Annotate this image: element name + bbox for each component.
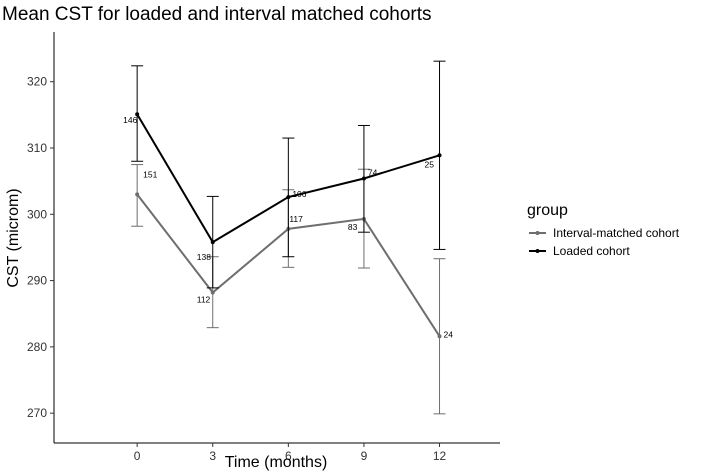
data-point — [286, 195, 291, 200]
legend-title: group — [527, 202, 568, 219]
y-axis-title: CST (microm) — [5, 188, 22, 287]
x-tick-label: 3 — [209, 449, 216, 463]
data-label: 112 — [197, 295, 211, 305]
x-tick-label: 6 — [285, 449, 292, 463]
data-point — [437, 334, 442, 339]
data-label: 117 — [289, 214, 303, 224]
data-point — [361, 176, 366, 181]
chart-title: Mean CST for loaded and interval matched… — [2, 4, 432, 25]
data-point — [135, 192, 140, 197]
y-tick-label: 320 — [27, 75, 47, 89]
legend-item: Loaded cohort — [529, 244, 630, 258]
data-label: 83 — [348, 222, 358, 232]
y-tick-label: 270 — [27, 406, 47, 420]
data-point — [210, 240, 215, 245]
legend-label: Interval-matched cohort — [553, 226, 680, 240]
y-tick-label: 290 — [27, 274, 47, 288]
series-interval-matched: 151 112 117 83 24 — [131, 164, 454, 415]
data-label: 74 — [368, 168, 378, 178]
y-tick-label: 300 — [27, 207, 47, 221]
legend-swatch-point — [535, 249, 540, 253]
legend-swatch-point — [535, 231, 540, 235]
y-tick-label: 280 — [27, 340, 47, 354]
x-axis-ticks: 0 3 6 9 12 — [134, 443, 447, 463]
x-tick-label: 12 — [433, 449, 447, 463]
legend: group Interval-matched cohort Loaded coho… — [527, 202, 680, 258]
series-loaded: 146 138 106 74 25 — [123, 60, 446, 289]
data-point — [135, 112, 140, 117]
data-point — [437, 153, 442, 158]
data-label: 151 — [143, 169, 157, 179]
data-label: 24 — [444, 329, 454, 339]
data-point — [210, 290, 215, 295]
x-axis-title: Time (months) — [225, 454, 328, 471]
plot-area: 151 112 117 83 24 146 138 106 74 25 — [123, 60, 454, 415]
data-label: 138 — [197, 252, 211, 262]
y-tick-label: 310 — [27, 141, 47, 155]
x-tick-label: 0 — [134, 449, 141, 463]
y-axis-ticks: 270 280 290 300 310 320 — [27, 75, 54, 420]
data-label: 146 — [123, 115, 137, 125]
data-label: 25 — [425, 159, 435, 169]
legend-item: Interval-matched cohort — [529, 226, 680, 240]
x-tick-label: 9 — [361, 449, 368, 463]
legend-label: Loaded cohort — [553, 244, 630, 258]
data-label: 106 — [292, 189, 306, 199]
